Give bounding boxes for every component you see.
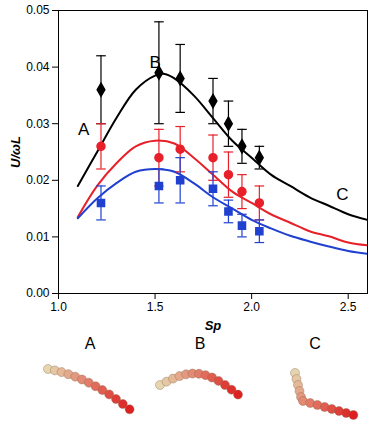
- svg-text:C: C: [336, 185, 348, 204]
- svg-text:U/ωL: U/ωL: [8, 136, 23, 168]
- svg-text:0.01: 0.01: [26, 230, 50, 244]
- svg-text:2.0: 2.0: [243, 300, 260, 314]
- svg-text:B: B: [195, 335, 206, 352]
- svg-text:2.5: 2.5: [340, 300, 357, 314]
- svg-text:Sp: Sp: [205, 318, 222, 333]
- svg-text:A: A: [78, 120, 90, 139]
- svg-text:0.05: 0.05: [26, 3, 50, 17]
- svg-text:B: B: [149, 53, 160, 72]
- svg-text:0.03: 0.03: [26, 117, 50, 131]
- svg-text:0.04: 0.04: [26, 60, 50, 74]
- svg-text:A: A: [85, 335, 96, 352]
- svg-text:1.5: 1.5: [147, 300, 164, 314]
- svg-text:1.0: 1.0: [50, 300, 67, 314]
- svg-text:0.02: 0.02: [26, 173, 50, 187]
- svg-text:0.00: 0.00: [26, 286, 50, 300]
- svg-text:C: C: [309, 335, 321, 352]
